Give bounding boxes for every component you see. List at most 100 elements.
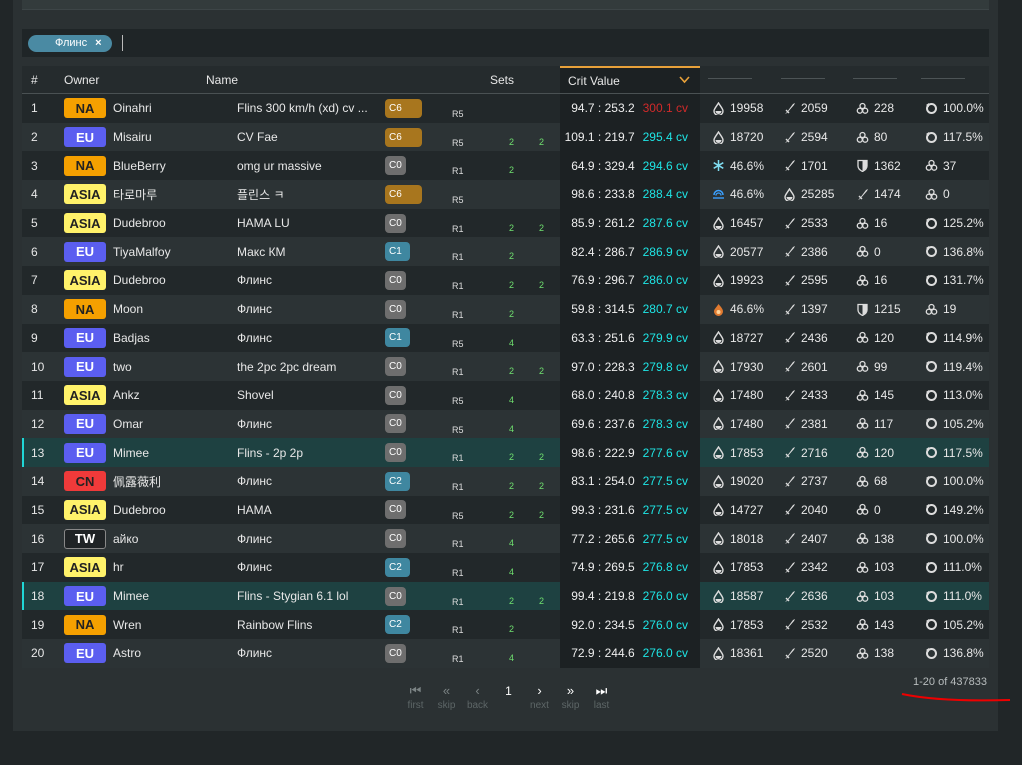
crit-ratio: 94.7 : 253.2 [571,101,635,116]
header-stat-3[interactable] [853,78,897,79]
owner-name[interactable]: Wren [113,617,142,632]
filter-bar[interactable]: Флинс × [22,29,989,57]
remove-filter-icon[interactable]: × [95,37,102,49]
owner-name[interactable]: Dudebroo [113,273,166,288]
refinement-label: R1 [452,481,464,492]
owner-name[interactable]: 타로마루 [113,187,158,202]
table-row[interactable]: 1 NA Oinahri Flins 300 km/h (xd) cv ... C6 R5… [22,94,989,123]
build-name[interactable]: HAMA [237,502,272,517]
table-row[interactable]: 7 ASIA Dudebroo Флинс C0 R1 2 2 76.9 : 296.7 286.… [22,266,989,295]
header-stat-1[interactable] [708,78,752,79]
build-name[interactable]: Флинс [237,302,273,317]
header-owner[interactable]: Owner [64,72,100,87]
back-button[interactable]: ‹ back [462,683,493,711]
set-count-1: 2 [509,251,515,262]
header-name[interactable]: Name [206,72,239,87]
owner-name[interactable]: hr [113,560,124,575]
table-row[interactable]: 17 ASIA hr Флинс C2 R1 4 74.9 : 269.5 276.8 cv 17… [22,553,989,582]
table-row[interactable]: 10 EU two the 2pc 2pc dream C0 R1 2 2 97.0 : 228… [22,352,989,381]
table-row[interactable]: 18 EU Mimee Flins - Stygian 6.1 lol C0 R1 2 2 99… [22,581,989,611]
owner-name[interactable]: two [113,359,132,374]
build-name[interactable]: Флинс [237,330,273,345]
table-row[interactable]: 6 EU TiyaMalfoy Макс КМ C1 R1 2 82.4 : 286.7 286… [22,237,989,267]
skip-forward-button[interactable]: » skip [555,683,586,711]
stat-value: 0 [874,244,881,259]
build-name[interactable]: Макс КМ [237,244,286,259]
stat-value: 100.0% [943,474,984,489]
owner-name[interactable]: 佩露薇利 [113,474,162,489]
set-count-1: 4 [509,653,515,664]
build-name[interactable]: Rainbow Flins [237,617,313,632]
owner-name[interactable]: Dudebroo [113,502,166,517]
build-name[interactable]: Флинс [237,560,273,575]
owner-name[interactable]: Mimee [113,589,150,604]
table-row[interactable]: 5 ASIA Dudebroo HAMA LU C0 R1 2 2 85.9 : 261.2 28… [22,208,989,238]
build-name[interactable]: Flins - 2p 2p [237,445,304,460]
stat-value: 2594 [801,130,828,145]
build-name[interactable]: Флинс [237,416,273,431]
owner-name[interactable]: Moon [113,302,144,317]
header-num[interactable]: # [31,72,38,87]
owner-name[interactable]: Omar [113,416,143,431]
set-count-1: 2 [509,452,515,463]
refinement-label: R1 [452,252,464,263]
table-row[interactable]: 9 EU Badjas Флинс C1 R5 4 63.3 : 251.6 279.9 cv 1… [22,323,989,353]
crit-value-cell: 63.3 : 251.6 279.9 cv [560,323,700,353]
first-page-button[interactable]: ⏮ first [400,683,431,711]
build-name[interactable]: Флинс [237,273,273,288]
stat-atk: 2059 [783,101,828,115]
header-sets[interactable]: Sets [490,72,515,87]
owner-name[interactable]: TiyaMalfoy [113,244,171,259]
owner-name[interactable]: Misairu [113,130,152,145]
build-name[interactable]: Flins - Stygian 6.1 lol [237,589,349,604]
build-name[interactable]: omg ur massive [237,158,322,173]
build-name[interactable]: CV Fae [237,130,278,145]
skip-back-button[interactable]: « skip [431,683,462,711]
owner-name[interactable]: Astro [113,646,142,661]
owner-name[interactable]: Dudebroo [113,216,166,231]
owner-name[interactable]: BlueBerry [113,158,166,173]
table-row[interactable]: 3 NA BlueBerry omg ur massive C0 R1 2 64.9 : 32… [22,151,989,181]
em-icon [856,647,869,659]
stat-value: 16 [874,216,888,231]
header-stat-4[interactable] [921,78,965,79]
owner-name[interactable]: Badjas [113,330,150,345]
build-name[interactable]: Флинс [237,474,273,489]
last-page-button[interactable]: ⏭ last [586,683,617,711]
header-stat-2[interactable] [781,78,825,79]
table-row[interactable]: 15 ASIA Dudebroo HAMA C0 R5 2 2 99.3 : 231.6 277.… [22,495,989,525]
current-page[interactable]: 1 [505,684,512,698]
owner-name[interactable]: айко [113,531,139,546]
owner-name[interactable]: Ankz [113,388,140,403]
region-badge: ASIA [64,499,106,520]
table-row[interactable]: 11 ASIA Ankz Shovel C0 R5 4 68.0 : 240.8 278.3 c… [22,380,989,410]
next-button[interactable]: › next [524,683,555,711]
owner-name[interactable]: Mimee [113,445,150,460]
stat-value: 37 [943,158,957,173]
table-row[interactable]: 20 EU Astro Флинс C0 R1 4 72.9 : 244.6 276.0 cv 1… [22,639,989,668]
table-row[interactable]: 12 EU Omar Флинс C0 R5 4 69.6 : 237.6 278.3 cv 17… [22,409,989,439]
stat-value: 138 [874,531,895,546]
build-name[interactable]: HAMA LU [237,216,290,231]
er-icon [926,418,937,430]
build-name[interactable]: the 2pc 2pc dream [237,359,337,374]
atk-icon [785,246,795,258]
build-name[interactable]: Shovel [237,388,274,403]
table-row[interactable]: 4 ASIA 타로마루 플린스 ㅋ C6 R5 98.6 : 233.8 288.4 cv 46… [22,180,989,209]
stat-value: 18587 [730,589,764,604]
constellation-badge: C0 [385,299,406,319]
table-row[interactable]: 14 CN 佩露薇利 Флинс C2 R1 2 2 83.1 : 254.0 277.5 cv 1… [22,466,989,496]
table-row[interactable]: 2 EU Misairu CV Fae C6 R5 2 2 109.1 : 219.7 295.4… [22,122,989,152]
table-row[interactable]: 16 TW айко Флинс C0 R1 4 77.2 : 265.6 277.5 cv 18… [22,524,989,553]
stat-value: 111.0% [943,589,982,604]
table-row[interactable]: 8 NA Moon Флинс C0 R1 2 59.8 : 314.5 280.7 cv 46.… [22,294,989,324]
build-name[interactable]: Flins 300 km/h (xd) cv ... [237,101,368,116]
build-name[interactable]: Флинс [237,646,273,661]
table-row[interactable]: 19 NA Wren Rainbow Flins C2 R1 2 92.0 : 234.5 27… [22,610,989,640]
build-name[interactable]: Флинс [237,531,273,546]
table-row[interactable]: 13 EU Mimee Flins - 2p 2p C0 R1 2 2 98.6 : 222.9… [22,438,989,467]
build-name[interactable]: 플린스 ㅋ [237,187,285,202]
owner-name[interactable]: Oinahri [113,101,152,116]
header-crit-value[interactable]: Crit Value [560,66,700,93]
chevron-down-icon[interactable] [679,76,690,84]
